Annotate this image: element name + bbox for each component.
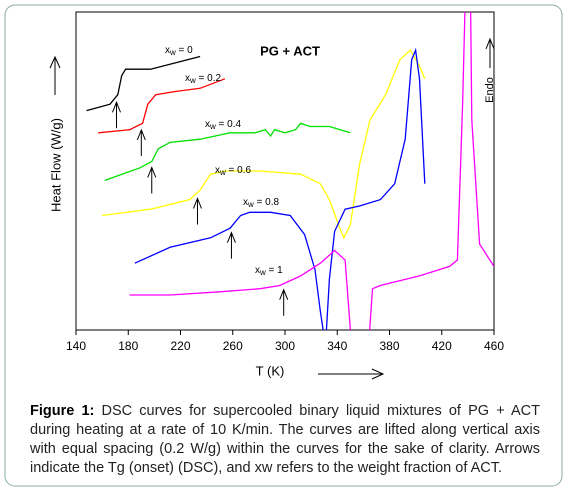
- series-label: xw = 0.2: [185, 73, 222, 85]
- chart-title: PG + ACT: [260, 43, 320, 58]
- curve: [134, 47, 426, 330]
- tg-arrow: [279, 288, 289, 316]
- x-axis-label: T (K): [256, 363, 285, 378]
- x-tick-label: 460: [484, 339, 504, 353]
- curve: [104, 122, 351, 182]
- series-label: xw = 0: [165, 45, 193, 57]
- curve: [102, 49, 426, 240]
- series-label: xw = 1: [255, 265, 283, 277]
- y-axis-label: Heat Flow (W/g): [48, 118, 63, 212]
- series-label: xw = 0.8: [243, 197, 280, 209]
- series-label: xw = 0.6: [215, 165, 252, 177]
- caption-label: Figure 1:: [30, 403, 95, 419]
- tg-arrow: [193, 197, 202, 225]
- endo-arrowhead: [485, 37, 495, 50]
- curve: [129, 12, 494, 330]
- plot-frame: [75, 11, 495, 331]
- series-label: xw = 0.4: [205, 119, 242, 131]
- caption-text: DSC curves for supercooled binary liquid…: [30, 403, 541, 476]
- x-tick-label: 140: [66, 339, 86, 353]
- tg-arrow: [226, 231, 236, 259]
- curve: [86, 55, 201, 112]
- curves: [86, 12, 494, 330]
- x-tick-label: 180: [118, 339, 138, 353]
- figure-border: [4, 4, 563, 487]
- curve: [98, 78, 226, 134]
- x-tick-label: 340: [327, 339, 347, 353]
- x-axis-arrowhead: [371, 368, 385, 380]
- x-tick-label: 260: [223, 339, 243, 353]
- endo-label: Endo: [484, 77, 496, 103]
- x-tick-label: 300: [275, 339, 295, 353]
- x-tick-label: 420: [432, 339, 452, 353]
- tg-arrow: [112, 100, 121, 129]
- x-tick-label: 380: [379, 339, 399, 353]
- y-axis-arrowhead: [49, 55, 61, 69]
- tg-arrow: [136, 128, 146, 156]
- caption: Figure 1: DSC curves for supercooled bin…: [30, 402, 540, 478]
- tg-arrow: [147, 166, 157, 194]
- x-tick-label: 220: [170, 339, 190, 353]
